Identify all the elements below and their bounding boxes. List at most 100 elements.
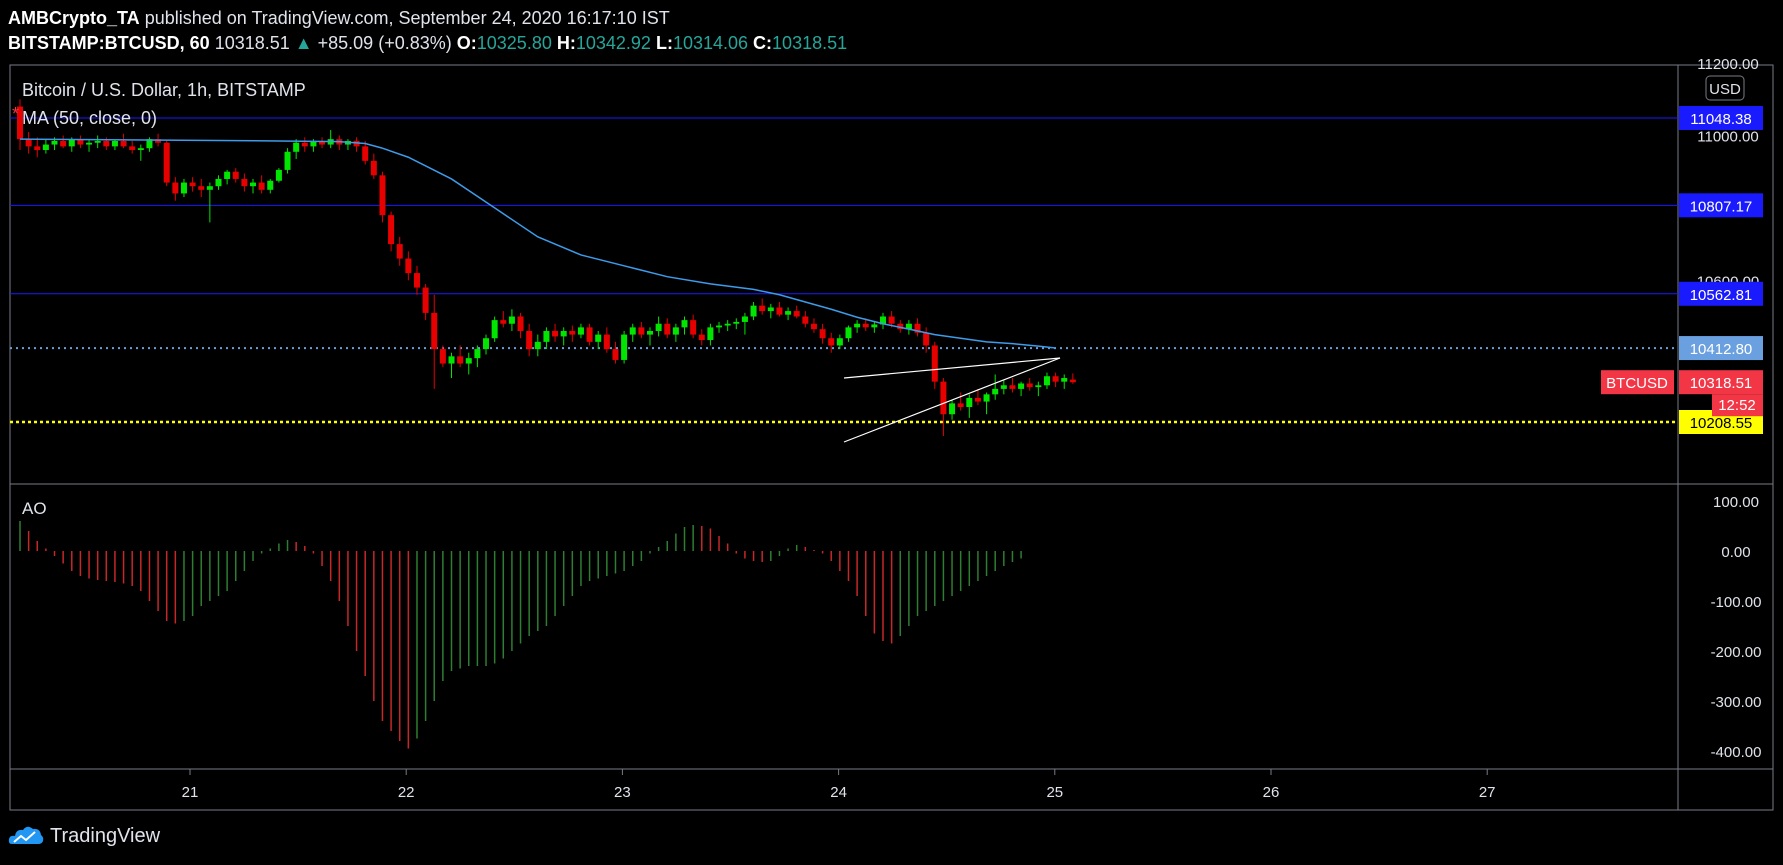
candle-body [448,356,455,364]
candle-body [267,180,274,190]
candle-body [17,106,23,140]
candle-body [854,323,861,328]
candle-body [646,330,653,335]
candle-body [802,316,809,324]
candle-body [664,323,671,335]
tradingview-logo[interactable]: TradingView [8,824,160,848]
ao-legend[interactable]: AO [22,499,47,518]
open-value: 10325.80 [476,33,552,53]
candle-body [810,323,817,330]
candle-body [232,171,239,179]
close-value: 10318.51 [772,33,848,53]
price-tick-label: 11200.00 [1697,56,1758,73]
time-tick-label: 27 [1479,784,1496,801]
candle-body [42,144,49,150]
candle-body [241,178,248,187]
candle-body [250,182,257,187]
candle-body [77,139,84,145]
candle-body [293,142,300,152]
candle-body [949,403,956,415]
candle-body [370,160,377,176]
candle-body [224,171,231,179]
candle-body [1043,376,1050,386]
candle-body [974,397,981,402]
candle-body [1009,385,1016,389]
candle-body [68,139,75,147]
symbol-tag [1601,370,1674,395]
last-price-tag [1679,370,1763,395]
candle-body [828,338,835,346]
candle-body [819,329,826,339]
candle-body [776,307,783,315]
candle-body [552,330,559,337]
candle-body [785,311,792,315]
candle-body [215,178,222,187]
level-price-tag-1 [1679,193,1763,218]
candle-body [612,349,619,360]
level-price-tag-label: 10412.80 [1690,341,1753,358]
time-tick-label: 25 [1046,784,1063,801]
candle-body [767,307,774,312]
candle-body [698,334,705,341]
low-value: 10314.06 [672,33,749,53]
symbol-info: BITSTAMP:BTCUSD, 60 10318.51 ▲ +85.09 (+… [8,33,847,54]
time-tick-label: 26 [1263,784,1280,801]
last-price-tag-label: 10318.51 [1690,375,1753,392]
candle-body [396,244,403,259]
time-tick-label: 23 [614,784,631,801]
candle-body [621,334,628,360]
close-label: C: [753,33,773,53]
candle-body [793,311,800,317]
candle-body [1069,379,1076,383]
level-price-tag-label: 10208.55 [1690,415,1753,432]
candle-body [940,381,947,415]
ao-tick-label: -200.00 [1711,644,1762,661]
candle-body [707,327,714,341]
currency-badge[interactable] [1705,75,1745,101]
candle-body [845,327,852,339]
candle-body [914,323,921,333]
author-name[interactable]: AMBCrypto_TA [8,8,140,28]
price-change: +85.09 (+0.83%) [317,33,452,53]
wedge-lower-line[interactable] [843,357,1061,443]
ma-legend[interactable]: MA (50, close, 0) [22,108,157,128]
wedge-upper-line[interactable] [843,357,1061,379]
ma-marker-icon: * [12,104,19,124]
candle-body [34,146,41,150]
candle-body [638,327,645,335]
candle-body [94,140,101,143]
ao-tick-label: -400.00 [1711,744,1762,761]
candle-body [120,140,127,147]
candle-body [543,330,550,342]
symbol-tag-label: BTCUSD [1606,375,1668,392]
candle-body [146,139,153,149]
candle-body [923,332,930,346]
candle-body [422,287,429,313]
level-price-tag-2 [1679,281,1763,306]
rising-wedge-drawing[interactable] [843,357,1061,443]
candle-body [413,273,420,288]
candle-body [724,323,731,326]
publish-text: published on TradingView.com, September … [144,8,670,28]
symbol-label: BITSTAMP:BTCUSD, 60 [8,33,210,53]
candle-body [1026,383,1033,388]
candle-body [1052,376,1059,382]
candle-body [897,323,904,330]
candle-body [86,142,93,145]
countdown-label: 12:52 [1718,397,1756,414]
last-price: 10318.51 [214,33,290,53]
candle-body [301,142,308,147]
candle-body [586,327,593,342]
candle-body [103,140,110,147]
footer-brand: TradingView [50,824,161,847]
candle-body [966,397,973,407]
candle-body [310,140,317,147]
candle-body [880,316,886,325]
candle-body [275,169,282,181]
candle-body [431,312,438,350]
candle-body [60,140,67,147]
cloud-logo-icon [8,826,44,844]
candle-body [1061,378,1068,382]
candle-body [983,394,990,402]
